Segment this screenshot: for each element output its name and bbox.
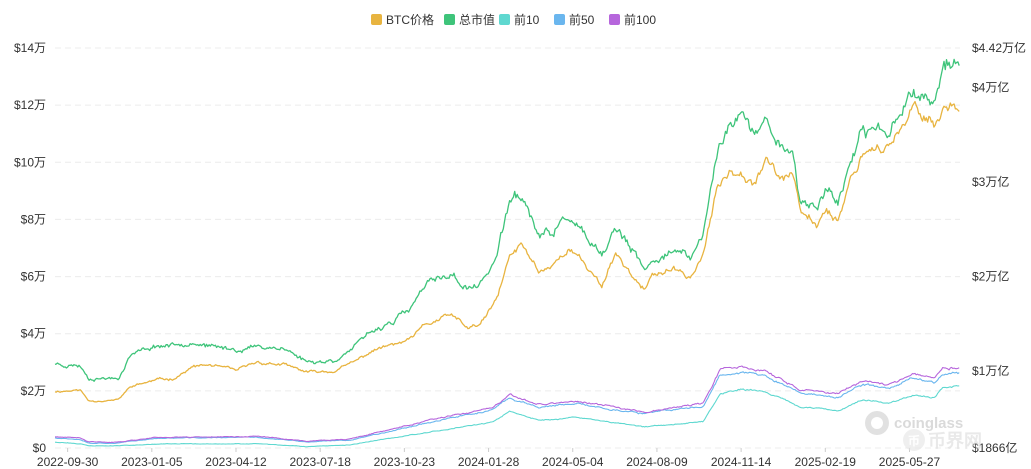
- left-tick-label: $4万: [21, 327, 46, 341]
- x-tick-label: 2025-02-19: [795, 455, 857, 469]
- x-tick-label: 2022-09-30: [37, 455, 99, 469]
- right-tick-label: $1万亿: [972, 363, 1009, 378]
- x-tick-label: 2024-01-28: [458, 455, 520, 469]
- legend-label: 前10: [514, 12, 540, 27]
- left-tick-label: $8万: [21, 212, 46, 226]
- legend[interactable]: BTC价格 总市值 前10 前50 前100: [371, 12, 656, 27]
- legend-item[interactable]: 总市值: [444, 12, 495, 27]
- legend-label: BTC价格: [386, 12, 434, 27]
- legend-label: 前100: [624, 12, 656, 27]
- x-axis: 2022-09-30 2023-01-05 2023-04-12 2023-07-18…: [37, 448, 941, 469]
- legend-item[interactable]: BTC价格: [371, 12, 434, 27]
- watermark-site: 币界网: [928, 431, 982, 451]
- series-line: [54, 371, 960, 445]
- right-tick-label: $4万亿: [972, 80, 1009, 95]
- series-line: [54, 58, 960, 382]
- x-tick-label: 2024-08-09: [626, 455, 688, 469]
- legend-label: 总市值: [459, 12, 495, 27]
- series-line: [54, 365, 960, 444]
- left-tick-label: $12万: [14, 98, 46, 112]
- left-tick-label: $0: [33, 441, 47, 455]
- x-tick-label: 2023-04-12: [205, 455, 267, 469]
- x-tick-label: 2023-01-05: [121, 455, 183, 469]
- series-layer: [54, 58, 960, 448]
- svg-text:币: 币: [908, 434, 920, 448]
- right-tick-label: $3万亿: [972, 174, 1009, 189]
- left-tick-label: $10万: [14, 155, 46, 169]
- left-axis: $0 $2万 $4万 $6万 $8万 $10万 $12万 $14万: [14, 41, 46, 455]
- legend-label: 前50: [569, 12, 595, 27]
- site-logo-icon: [903, 429, 925, 451]
- left-tick-label: $14万: [14, 41, 46, 55]
- left-tick-label: $2万: [21, 384, 46, 398]
- x-tick-label: 2023-07-18: [289, 455, 351, 469]
- legend-swatch: [499, 14, 510, 25]
- grid-layer: [55, 47, 960, 449]
- legend-item[interactable]: 前100: [609, 12, 656, 27]
- legend-item[interactable]: 前10: [499, 12, 540, 27]
- watermark-brand: coinglass: [894, 415, 963, 432]
- watermark: coinglass 币 币界网: [865, 411, 982, 451]
- legend-swatch: [371, 14, 382, 25]
- legend-swatch: [609, 14, 620, 25]
- right-axis: $1866亿 $1万亿 $2万亿 $3万亿 $4万亿 $4.42万亿: [972, 40, 1026, 455]
- right-tick-label: $2万亿: [972, 269, 1009, 284]
- x-tick-label: 2024-05-04: [542, 455, 604, 469]
- legend-swatch: [554, 14, 565, 25]
- series-line: [54, 100, 960, 403]
- series-line: [54, 385, 960, 448]
- left-tick-label: $6万: [21, 270, 46, 284]
- x-tick-label: 2024-11-14: [711, 455, 772, 469]
- legend-item[interactable]: 前50: [554, 12, 595, 27]
- x-tick-label: 2025-05-27: [879, 455, 941, 469]
- x-tick-label: 2023-10-23: [374, 455, 436, 469]
- right-tick-label: $4.42万亿: [972, 40, 1026, 55]
- right-tick-label: $1866亿: [972, 440, 1017, 455]
- legend-swatch: [444, 14, 455, 25]
